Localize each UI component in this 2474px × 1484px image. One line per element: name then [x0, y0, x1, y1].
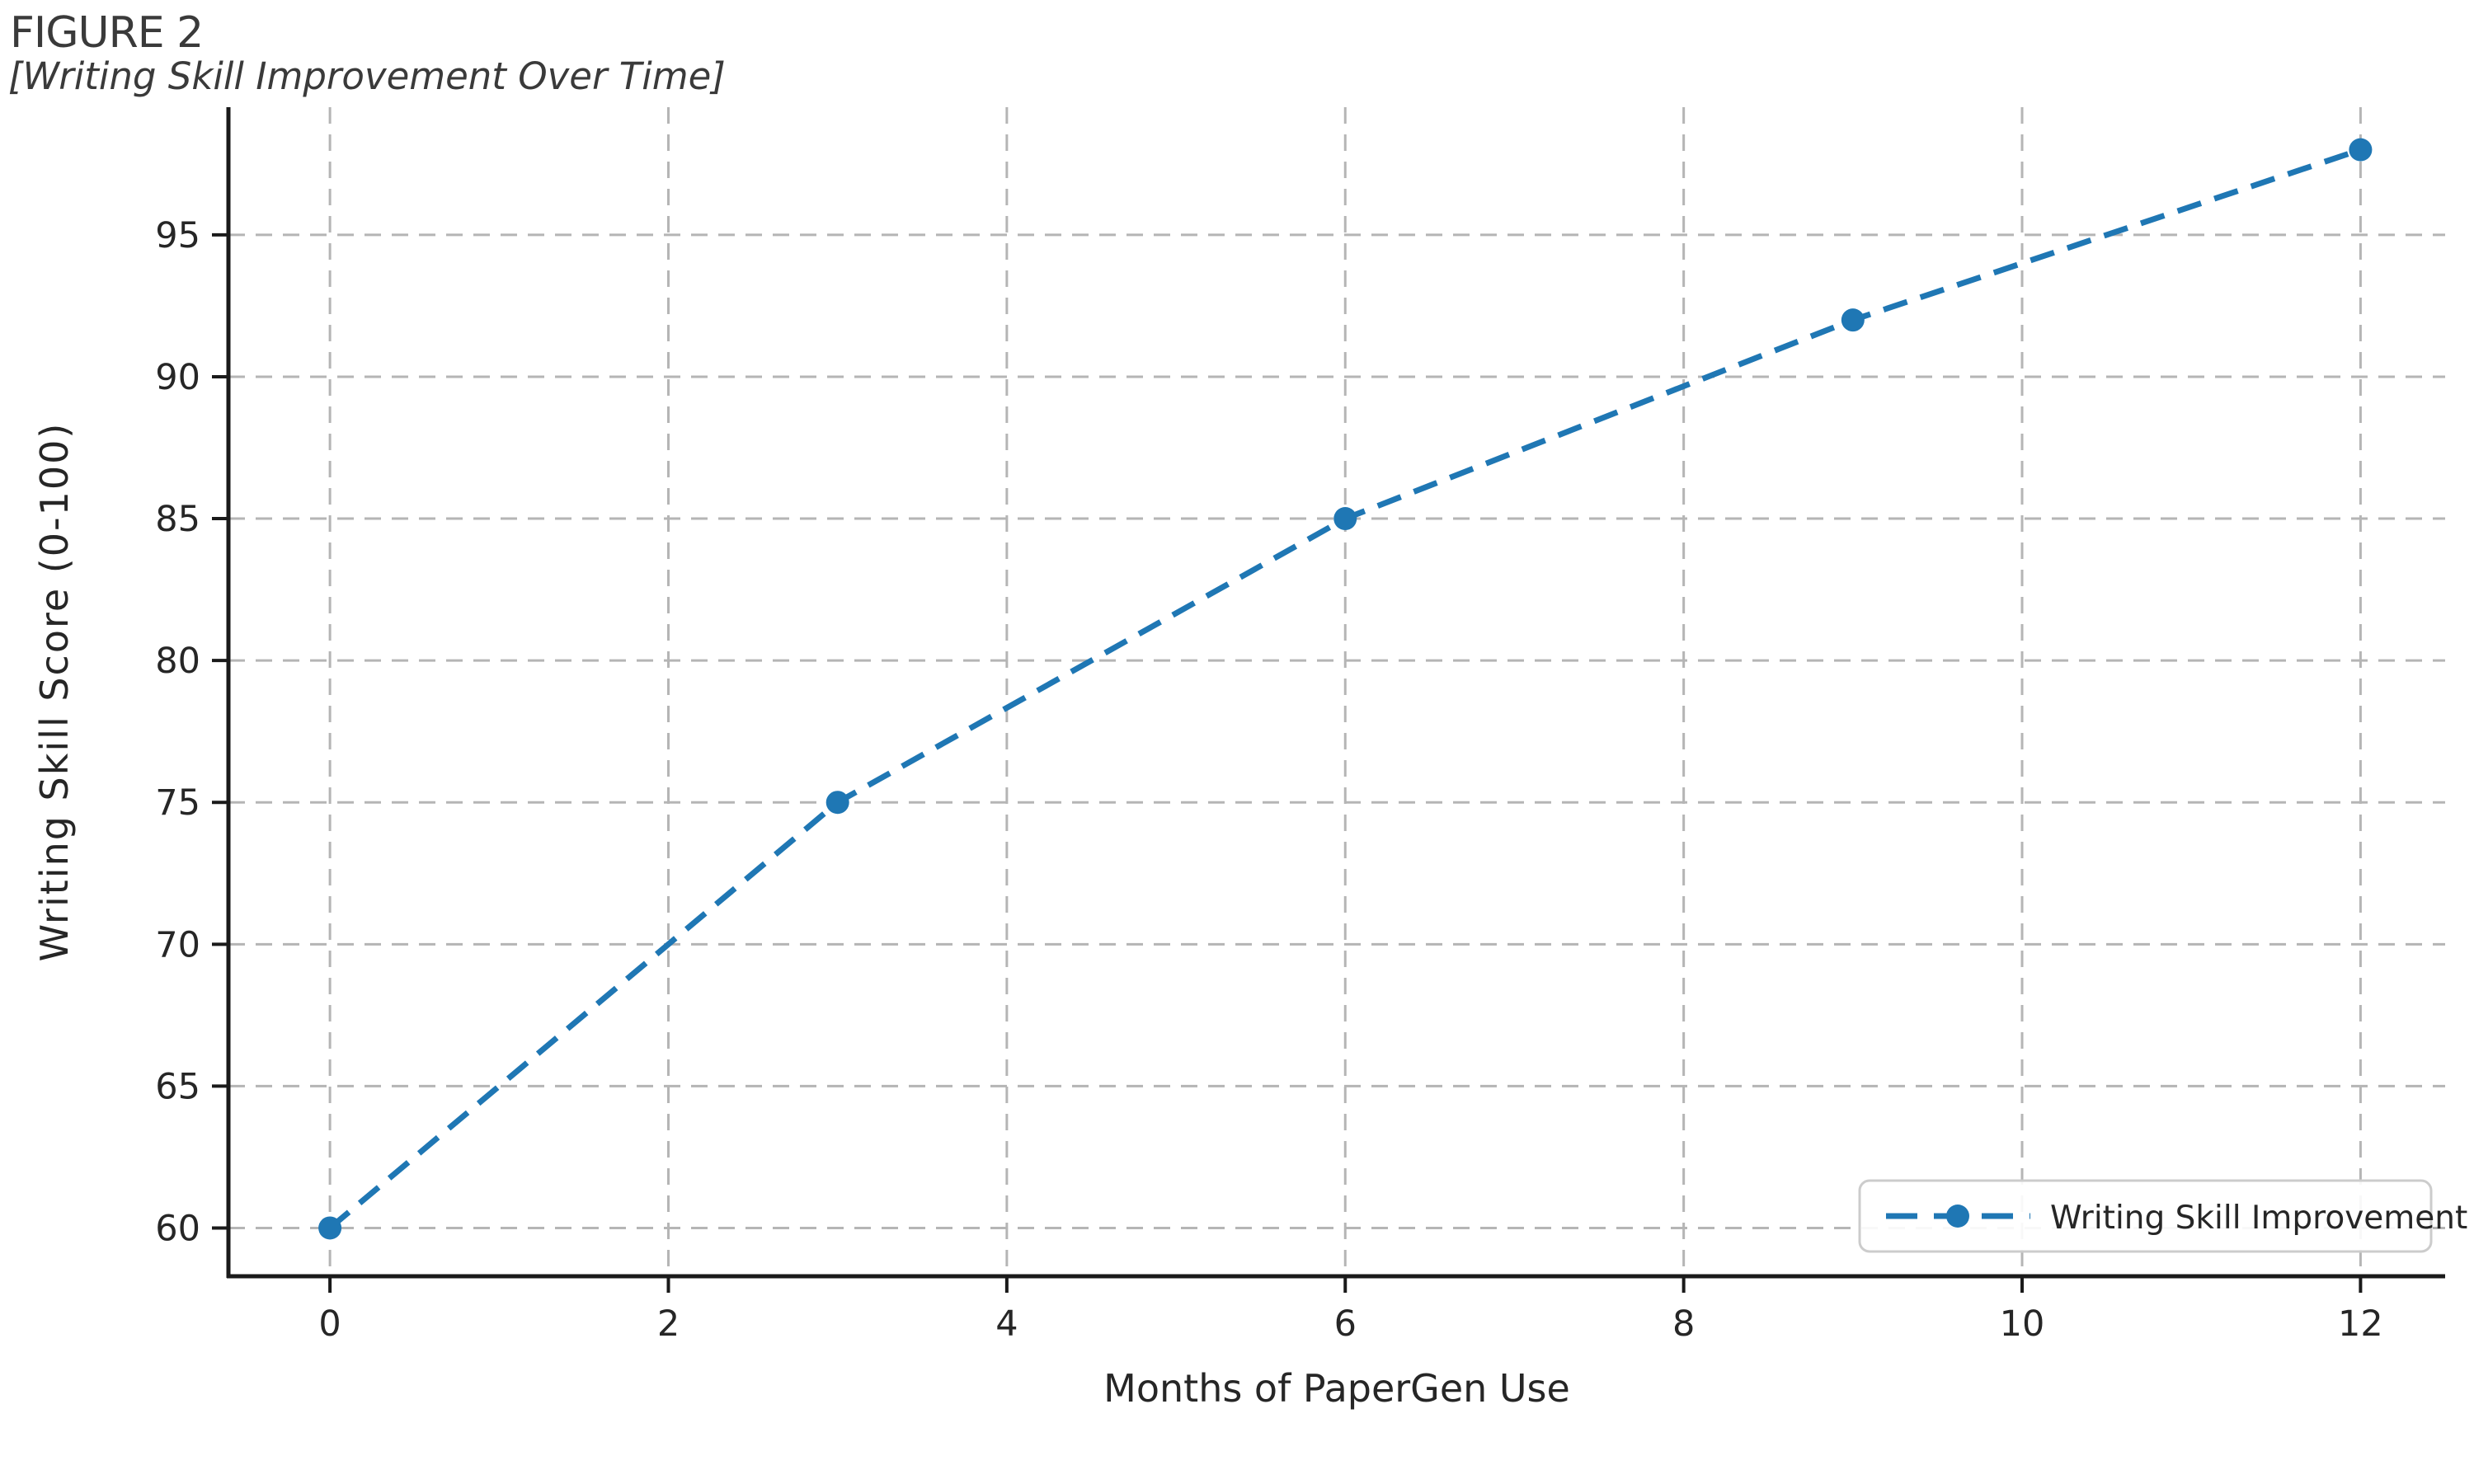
data-point: [318, 1216, 342, 1240]
x-tick-label: 0: [318, 1303, 341, 1345]
legend-box: [1858, 1179, 2433, 1253]
data-point: [1841, 308, 1865, 332]
y-axis-label: Writing Skill Score (0-100): [32, 422, 77, 962]
legend: Writing Skill Improvement: [1858, 1179, 2467, 1253]
x-tick-label: 10: [2000, 1303, 2045, 1345]
data-point: [825, 791, 849, 815]
x-tick-label: 12: [2338, 1303, 2383, 1345]
x-axis-label: Months of PaperGen Use: [1103, 1366, 1570, 1411]
y-tick-label: 90: [155, 357, 200, 398]
y-tick-label: 75: [155, 782, 200, 824]
x-tick-label: 8: [1672, 1303, 1695, 1345]
data-point: [2349, 138, 2373, 162]
y-tick-label: 85: [155, 499, 200, 540]
figure-subtitle: [Writing Skill Improvement Over Time]: [8, 54, 726, 98]
figure-title: FIGURE 2: [10, 8, 204, 58]
legend-label: Writing Skill Improvement: [2050, 1200, 2467, 1237]
y-tick-label: 70: [155, 924, 200, 965]
legend-sample-marker: [1946, 1205, 1969, 1228]
y-tick-label: 60: [155, 1208, 200, 1249]
y-tick-label: 65: [155, 1066, 200, 1107]
y-tick-label: 80: [155, 641, 200, 682]
x-tick-label: 6: [1334, 1303, 1357, 1345]
x-tick-label: 2: [657, 1303, 680, 1345]
data-point: [1333, 507, 1357, 531]
y-tick-label: 95: [155, 215, 200, 256]
x-tick-label: 4: [995, 1303, 1018, 1345]
